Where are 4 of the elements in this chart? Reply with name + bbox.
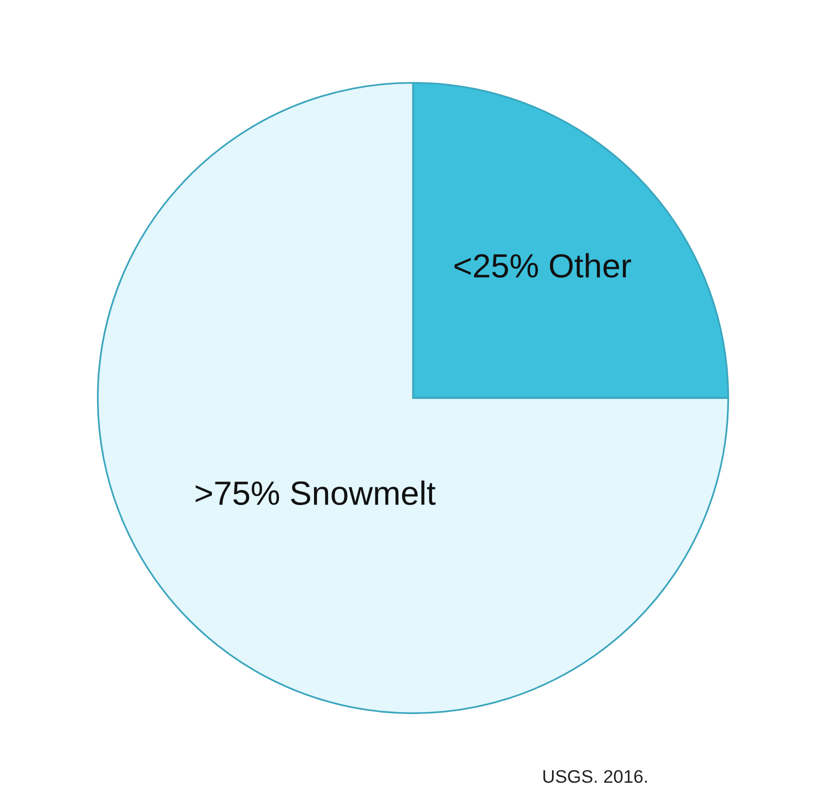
text: USGS. 2016. xyxy=(543,770,647,783)
slice-label: <25% Other xyxy=(454,253,632,278)
pie-slice xyxy=(96,82,730,714)
slice-label: >75% Snowmelt xyxy=(196,480,436,506)
